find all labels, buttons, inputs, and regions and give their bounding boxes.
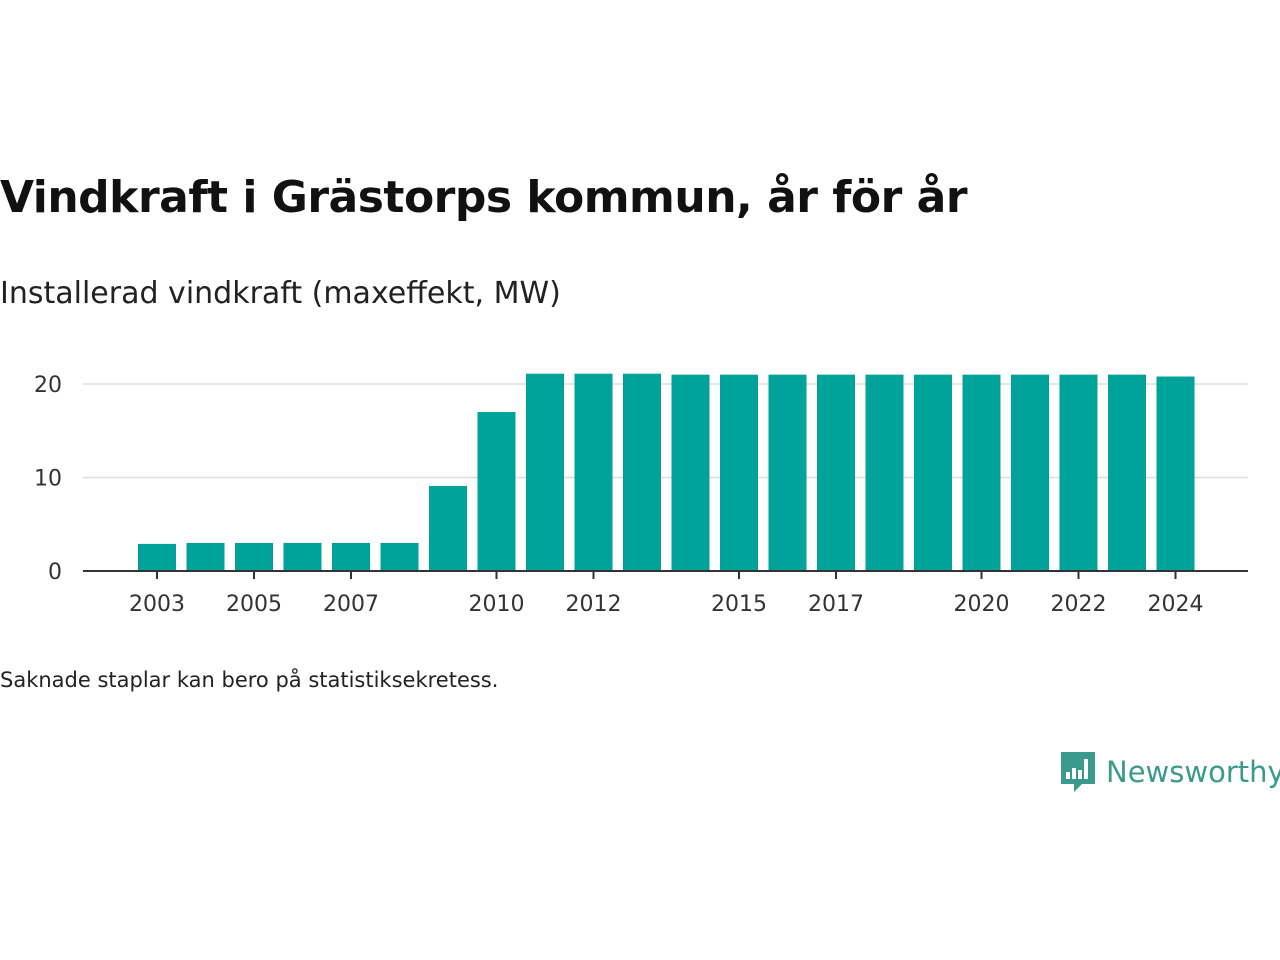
bar-2013 <box>623 373 661 571</box>
chart-title: Vindkraft i Grästorps kommun, år för år <box>0 172 968 223</box>
bar-2016 <box>768 374 807 571</box>
x-tick-label: 2007 <box>323 592 379 617</box>
bar-2012 <box>574 373 613 571</box>
x-tick-label: 2012 <box>566 592 622 617</box>
brand-name: Newsworthy <box>1106 755 1280 789</box>
bar-2024 <box>1156 376 1195 571</box>
bar-2011 <box>526 373 564 571</box>
axes: 0 10 20 2003 2005 2007 2010 2012 2015 2017 2020 202… <box>34 373 1248 617</box>
bar-2022 <box>1059 374 1098 571</box>
footnote: Saknade staplar kan bero på statistiksek… <box>0 668 499 692</box>
bar-2005 <box>235 542 273 571</box>
x-tick-label: 2003 <box>129 592 185 617</box>
newsworthy-logo: Newsworthy <box>1058 748 1280 796</box>
bar-2020 <box>962 374 1001 571</box>
y-tick-label: 0 <box>48 560 62 585</box>
x-tick-label: 2015 <box>711 592 767 617</box>
bar-2014 <box>671 374 710 571</box>
bar-2015 <box>720 374 758 571</box>
x-tick-label: 2024 <box>1148 592 1204 617</box>
bar-2019 <box>914 374 952 571</box>
bar-2009 <box>429 485 467 571</box>
y-tick-label: 20 <box>34 373 62 398</box>
y-tick-label: 10 <box>34 467 62 492</box>
bar-2008 <box>380 542 419 571</box>
x-tick-label: 2010 <box>469 592 525 617</box>
chart-bubble-icon <box>1061 752 1095 792</box>
bar-2021 <box>1011 374 1049 571</box>
bar-2017 <box>817 374 855 571</box>
x-tick-label: 2020 <box>954 592 1010 617</box>
bar-chart: 0 10 20 2003 2005 2007 2010 2012 2015 2017 2020 202… <box>34 373 1248 617</box>
bar-2007 <box>332 542 370 571</box>
x-tick-label: 2022 <box>1051 592 1107 617</box>
bar-2003 <box>138 543 176 571</box>
x-tick-label: 2017 <box>808 592 864 617</box>
bar-2006 <box>283 542 322 571</box>
x-tick-label: 2005 <box>226 592 282 617</box>
bar-2004 <box>186 542 225 571</box>
bar-2010 <box>477 412 516 571</box>
bar-2023 <box>1108 374 1146 571</box>
bar-2018 <box>865 374 904 571</box>
grid-lines <box>83 383 1248 479</box>
chart-subtitle: Installerad vindkraft (maxeffekt, MW) <box>0 276 561 311</box>
bars <box>138 373 1195 571</box>
